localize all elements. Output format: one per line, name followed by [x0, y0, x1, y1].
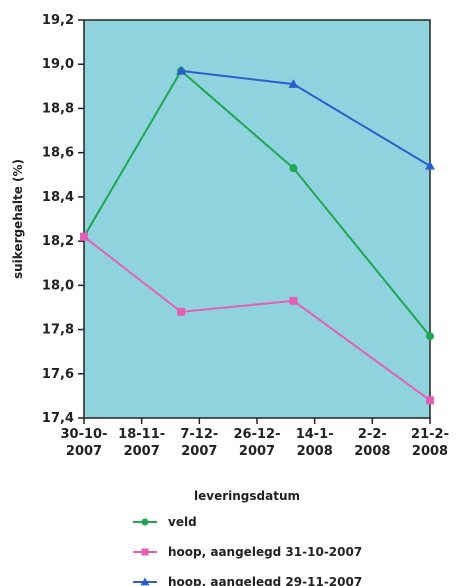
- series-line: [83, 235, 431, 402]
- x-tick-label: 7-12-2007: [180, 427, 218, 459]
- x-tick-label: 26-12-2007: [234, 427, 281, 459]
- series-3: [176, 65, 435, 170]
- series-line: [83, 69, 431, 337]
- y-tick-label: 19,0: [42, 57, 74, 72]
- y-axis-title: suikergehalte (%): [11, 159, 25, 279]
- data-point-marker: [289, 164, 298, 173]
- data-point-marker: [80, 232, 88, 241]
- data-point-marker: [426, 332, 434, 341]
- legend: veld hoop, aangelegd 31-10-2007 hoop, aang…: [133, 515, 362, 586]
- data-point-marker: [141, 548, 149, 556]
- y-tick-label: 18,0: [42, 278, 74, 293]
- plot-area: [83, 19, 431, 419]
- legend-item: hoop, aangelegd 31-10-2007: [133, 545, 362, 559]
- y-tick-label: 18,6: [42, 146, 74, 161]
- legend-label: hoop, aangelegd 29-11-2007: [168, 575, 362, 586]
- data-point-marker: [288, 79, 299, 88]
- series-group: [80, 65, 435, 405]
- legend-item: hoop, aangelegd 29-11-2007: [133, 575, 362, 586]
- data-point-marker: [289, 296, 298, 305]
- y-tick-label: 17,4: [42, 411, 74, 426]
- y-tick-label: 18,8: [42, 101, 74, 116]
- legend-label: hoop, aangelegd 31-10-2007: [168, 545, 362, 559]
- data-point-marker: [141, 518, 149, 526]
- y-axis: 19,2 19,0 18,8 18,6 18,4 18,2 18,0 17,8 17,6 17,4: [42, 13, 84, 426]
- data-point-marker: [140, 577, 150, 586]
- legend-label: veld: [168, 515, 197, 529]
- x-axis-title: leveringsdatum: [194, 489, 300, 503]
- y-tick-label: 17,6: [42, 367, 74, 382]
- x-tick-label: 2-2-2008: [354, 427, 390, 459]
- y-tick-label: 17,8: [42, 323, 74, 338]
- data-point-marker: [426, 396, 434, 405]
- data-point-marker: [425, 160, 435, 170]
- data-point-marker: [177, 307, 186, 316]
- series-2: [80, 232, 434, 405]
- y-tick-label: 18,4: [42, 190, 74, 205]
- x-tick-label: 14-1-2008: [296, 427, 334, 459]
- y-tick-label: 18,2: [42, 234, 74, 249]
- x-tick-label: 30-10-2007: [61, 427, 108, 459]
- data-point-marker: [176, 65, 187, 75]
- x-tick-label: 21-2-2008: [411, 427, 449, 459]
- y-tick-label: 19,2: [42, 13, 74, 28]
- x-axis: 30-10-2007 18-11-2007 7-12-2007 26-12-2007 1…: [61, 418, 449, 459]
- legend-item: veld: [133, 515, 197, 529]
- x-tick-label: 18-11-2007: [118, 427, 165, 459]
